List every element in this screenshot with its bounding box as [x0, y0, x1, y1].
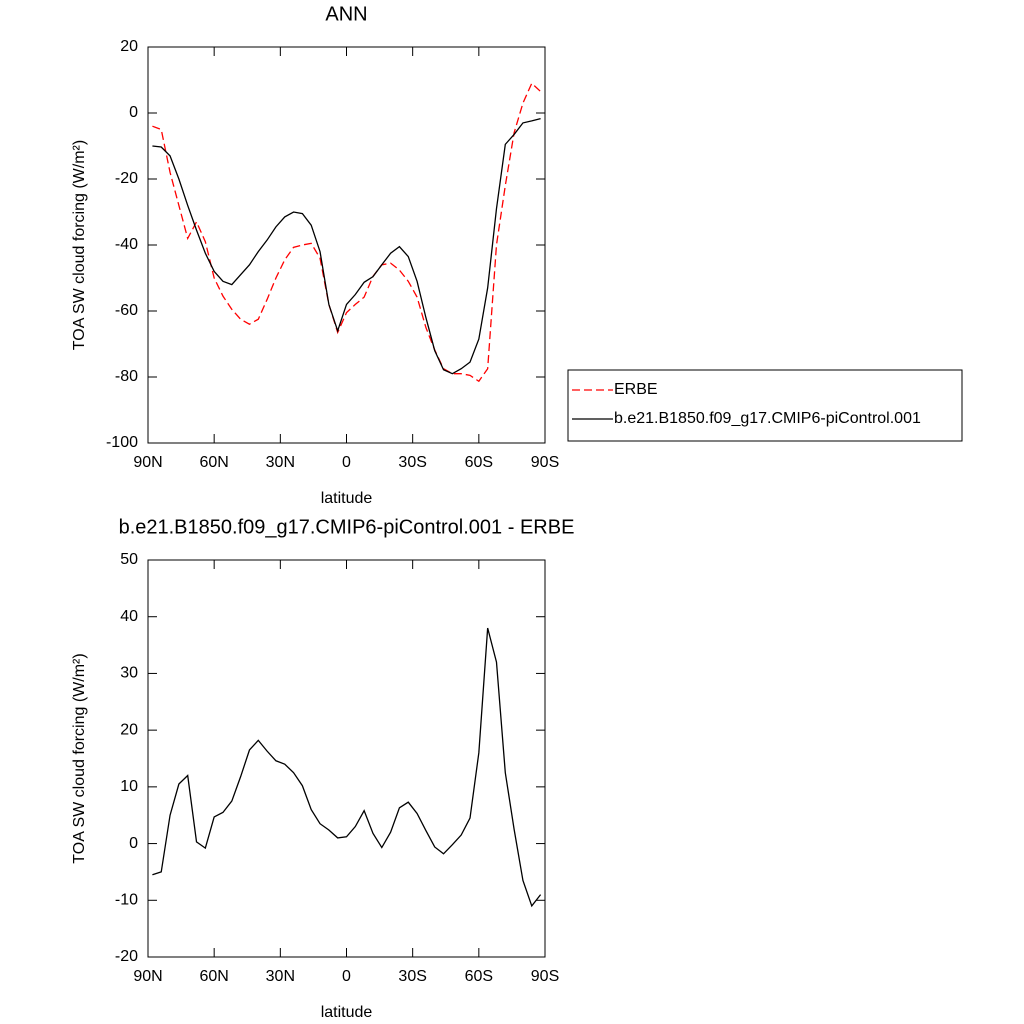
data-line	[152, 627, 542, 908]
y-tick-label: -10	[115, 892, 138, 909]
legend-box	[567, 369, 963, 442]
x-tick-label: 0	[342, 968, 351, 985]
y-tick-label: 0	[129, 104, 138, 121]
y-tick-label: 20	[120, 38, 138, 55]
x-tick-label: 90S	[531, 968, 559, 985]
x-tick-label: 30N	[266, 454, 295, 471]
y-tick-label: 40	[120, 608, 138, 625]
plot-frame	[147, 559, 546, 958]
y-tick-label: 20	[120, 721, 138, 738]
x-tick-label: 60S	[465, 968, 493, 985]
x-tick-label: 90S	[531, 454, 559, 471]
x-tick-label: 30N	[266, 968, 295, 985]
y-axis-label: TOA SW cloud forcing (W/m²)	[71, 140, 88, 350]
y-tick-label: -20	[115, 948, 138, 965]
chart-title: b.e21.B1850.f09_g17.CMIP6-piControl.001 …	[119, 516, 575, 538]
y-tick-label: -60	[115, 302, 138, 319]
x-axis-label: latitude	[321, 1004, 373, 1021]
plot-frame	[147, 46, 546, 444]
x-tick-label: 60N	[199, 968, 228, 985]
y-tick-label: 0	[129, 835, 138, 852]
y-tick-label: 10	[120, 778, 138, 795]
y-tick-label: -40	[115, 236, 138, 253]
data-line	[152, 117, 541, 375]
legend-label: ERBE	[614, 381, 658, 398]
y-tick-label: 30	[120, 665, 138, 682]
y-axis-label: TOA SW cloud forcing (W/m²)	[71, 653, 88, 863]
y-tick-label: -80	[115, 368, 138, 385]
y-tick-label: -100	[106, 434, 138, 451]
x-tick-label: 30S	[398, 968, 426, 985]
legend-label: b.e21.B1850.f09_g17.CMIP6-piControl.001	[614, 410, 921, 427]
x-tick-label: 30S	[398, 454, 426, 471]
x-axis-label: latitude	[321, 490, 373, 507]
data-line	[152, 82, 542, 383]
y-tick-label: -20	[115, 170, 138, 187]
x-tick-label: 90N	[133, 454, 162, 471]
x-tick-label: 0	[342, 454, 351, 471]
y-tick-label: 50	[120, 551, 138, 568]
x-tick-label: 90N	[133, 968, 162, 985]
chart-title: ANN	[325, 3, 367, 25]
x-tick-label: 60S	[465, 454, 493, 471]
x-tick-label: 60N	[199, 454, 228, 471]
